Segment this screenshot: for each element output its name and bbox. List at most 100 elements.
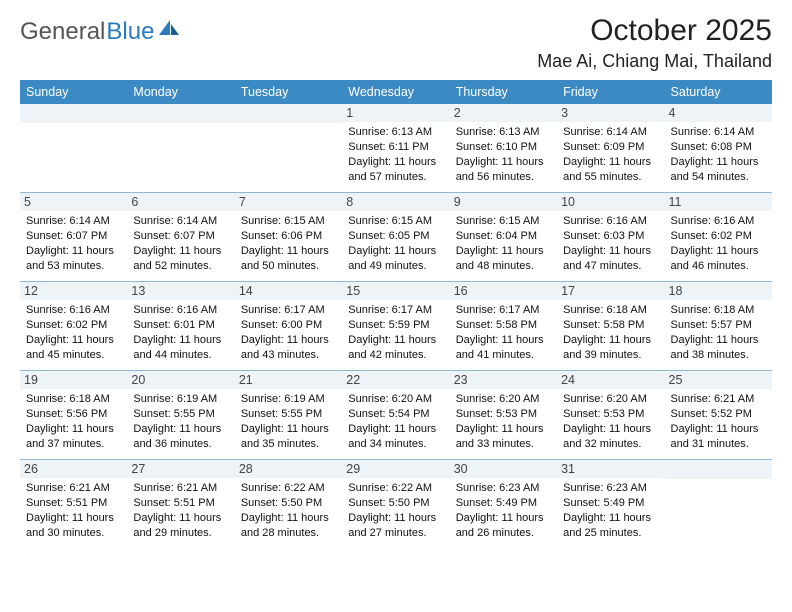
day-info-line: Daylight: 11 hours [241,333,338,348]
title-block: October 2025 Mae Ai, Chiang Mai, Thailan… [537,14,772,72]
day-cell: 27Sunrise: 6:21 AMSunset: 5:51 PMDayligh… [127,460,234,548]
day-info-line: Sunrise: 6:20 AM [348,392,445,407]
day-info-line: Sunrise: 6:18 AM [671,303,768,318]
day-info-line: Daylight: 11 hours [671,422,768,437]
day-info-line: Sunset: 5:53 PM [563,407,660,422]
day-info-line: and 30 minutes. [26,526,123,541]
day-info-line: Sunset: 6:07 PM [133,229,230,244]
day-cell: 28Sunrise: 6:22 AMSunset: 5:50 PMDayligh… [235,460,342,548]
day-number: 12 [20,282,127,300]
day-info-line: Daylight: 11 hours [133,422,230,437]
dayname: Friday [557,80,664,104]
dayname: Wednesday [342,80,449,104]
day-info-line: Sunset: 6:07 PM [26,229,123,244]
day-info-line: Sunrise: 6:21 AM [26,481,123,496]
day-info-line: Sunset: 6:08 PM [671,140,768,155]
day-info-line: and 29 minutes. [133,526,230,541]
day-info-line: Daylight: 11 hours [348,333,445,348]
day-cell: 2Sunrise: 6:13 AMSunset: 6:10 PMDaylight… [450,104,557,192]
day-info-line: Sunset: 5:55 PM [241,407,338,422]
dayname-row: SundayMondayTuesdayWednesdayThursdayFrid… [20,80,772,104]
day-number: 25 [665,371,772,389]
day-cell: 16Sunrise: 6:17 AMSunset: 5:58 PMDayligh… [450,282,557,370]
day-info-line: Sunrise: 6:16 AM [563,214,660,229]
day-info-line: Sunrise: 6:14 AM [133,214,230,229]
day-info-line: Sunset: 5:59 PM [348,318,445,333]
week-row: 1Sunrise: 6:13 AMSunset: 6:11 PMDaylight… [20,104,772,192]
day-info-line: and 55 minutes. [563,170,660,185]
day-info-line: and 25 minutes. [563,526,660,541]
day-info-line: Daylight: 11 hours [348,244,445,259]
day-number: 9 [450,193,557,211]
day-number: 23 [450,371,557,389]
day-info-line: Sunset: 5:51 PM [133,496,230,511]
day-cell: 25 Sunrise: 6:21 AMSunset: 5:52 PMDayligh… [665,371,772,459]
day-info-line: Sunrise: 6:14 AM [26,214,123,229]
day-cell: 8Sunrise: 6:15 AMSunset: 6:05 PMDaylight… [342,193,449,281]
day-info-line: Sunset: 5:57 PM [671,318,768,333]
month-title: October 2025 [537,14,772,48]
day-number [665,460,772,479]
day-info-line: Daylight: 11 hours [348,511,445,526]
day-info-line: Sunrise: 6:22 AM [348,481,445,496]
day-cell: 12Sunrise: 6:16 AMSunset: 6:02 PMDayligh… [20,282,127,370]
day-info-line: Sunset: 5:52 PM [671,407,768,422]
day-info-line: Sunset: 5:58 PM [456,318,553,333]
day-info-line: Sunrise: 6:18 AM [563,303,660,318]
day-info-line: and 48 minutes. [456,259,553,274]
day-cell: 23Sunrise: 6:20 AMSunset: 5:53 PMDayligh… [450,371,557,459]
day-info-line: Sunset: 5:58 PM [563,318,660,333]
day-info-line: Sunrise: 6:19 AM [241,392,338,407]
day-cell: 4Sunrise: 6:14 AMSunset: 6:08 PMDaylight… [665,104,772,192]
day-info-line: Sunrise: 6:19 AM [133,392,230,407]
day-number: 18 [665,282,772,300]
brand-logo: General Blue [20,18,181,46]
day-info-line: Daylight: 11 hours [26,244,123,259]
day-info-line: Sunrise: 6:17 AM [348,303,445,318]
day-info-line: Daylight: 11 hours [456,511,553,526]
day-info-line: and 41 minutes. [456,348,553,363]
day-info-line: Sunset: 5:56 PM [26,407,123,422]
day-info-line: Daylight: 11 hours [133,244,230,259]
header: General Blue October 2025 Mae Ai, Chiang… [20,14,772,72]
day-info-line: and 54 minutes. [671,170,768,185]
day-info-line: Daylight: 11 hours [671,333,768,348]
day-info-line: Daylight: 11 hours [563,244,660,259]
week-row: 5Sunrise: 6:14 AMSunset: 6:07 PMDaylight… [20,192,772,281]
day-cell: 13Sunrise: 6:16 AMSunset: 6:01 PMDayligh… [127,282,234,370]
day-info-line: Sunset: 5:49 PM [563,496,660,511]
day-info-line: and 53 minutes. [26,259,123,274]
day-info-line: Sunrise: 6:14 AM [671,125,768,140]
day-info-line: Sunrise: 6:16 AM [671,214,768,229]
day-info-line: Daylight: 11 hours [563,333,660,348]
day-number: 4 [665,104,772,122]
day-number: 24 [557,371,664,389]
day-number: 14 [235,282,342,300]
weeks: 1Sunrise: 6:13 AMSunset: 6:11 PMDaylight… [20,104,772,548]
day-number [20,104,127,123]
day-info-line: Daylight: 11 hours [26,511,123,526]
week-row: 19Sunrise: 6:18 AMSunset: 5:56 PMDayligh… [20,370,772,459]
day-info-line: Sunset: 5:49 PM [456,496,553,511]
day-number [235,104,342,123]
day-info-line: Sunrise: 6:21 AM [671,392,768,407]
day-info-line: and 32 minutes. [563,437,660,452]
dayname: Saturday [665,80,772,104]
day-info-line: Sunrise: 6:13 AM [456,125,553,140]
day-info-line: Sunrise: 6:14 AM [563,125,660,140]
day-number: 13 [127,282,234,300]
day-info-line: and 39 minutes. [563,348,660,363]
day-info-line: Sunrise: 6:18 AM [26,392,123,407]
day-info-line: Sunrise: 6:13 AM [348,125,445,140]
day-cell: 22Sunrise: 6:20 AMSunset: 5:54 PMDayligh… [342,371,449,459]
day-info-line: Sunrise: 6:17 AM [241,303,338,318]
day-number: 22 [342,371,449,389]
day-number: 16 [450,282,557,300]
day-cell: 29Sunrise: 6:22 AMSunset: 5:50 PMDayligh… [342,460,449,548]
day-info-line: Sunset: 5:51 PM [26,496,123,511]
day-cell: 21Sunrise: 6:19 AMSunset: 5:55 PMDayligh… [235,371,342,459]
day-info-line: and 44 minutes. [133,348,230,363]
day-info-line: Daylight: 11 hours [241,511,338,526]
day-info-line: and 45 minutes. [26,348,123,363]
week-row: 26Sunrise: 6:21 AMSunset: 5:51 PMDayligh… [20,459,772,548]
